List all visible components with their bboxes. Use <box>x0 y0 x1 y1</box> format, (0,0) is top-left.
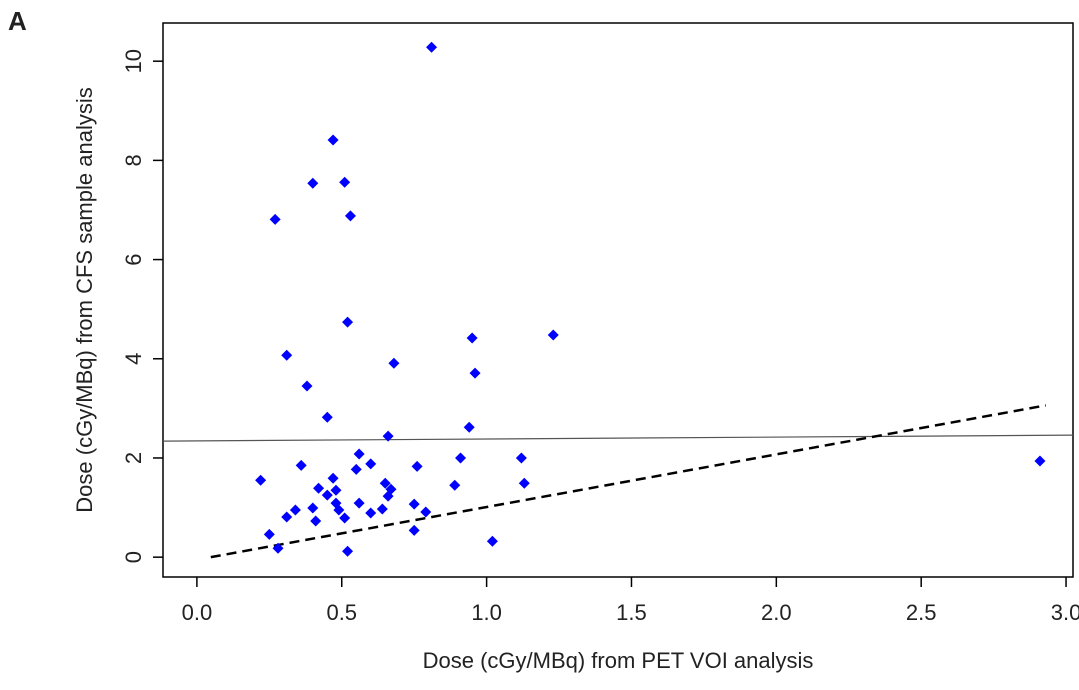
x-tick-label: 0.5 <box>326 600 357 625</box>
point <box>350 463 362 475</box>
point <box>307 502 319 514</box>
point <box>269 213 281 225</box>
point <box>376 503 388 515</box>
x-axis-title: Dose (cGy/MBq) from PET VOI analysis <box>423 648 814 673</box>
x-tick-label: 3.0 <box>1051 600 1079 625</box>
point <box>307 177 319 189</box>
panel-label: A <box>8 6 27 36</box>
point <box>327 472 339 484</box>
x-tick-label: 1.0 <box>471 600 502 625</box>
point <box>365 458 377 470</box>
point <box>333 504 345 516</box>
x-tick-label: 0.0 <box>182 600 213 625</box>
point <box>426 41 438 53</box>
point <box>313 482 325 494</box>
point <box>1034 455 1046 467</box>
reference-line <box>162 434 1074 442</box>
y-tick-label: 8 <box>121 154 146 166</box>
point <box>408 498 420 510</box>
point <box>382 430 394 442</box>
point <box>321 411 333 423</box>
y-tick-label: 10 <box>121 49 146 73</box>
reference-line <box>210 404 1046 559</box>
point <box>411 460 423 472</box>
point <box>295 459 307 471</box>
y-tick-label: 4 <box>121 353 146 365</box>
point <box>463 421 475 433</box>
point <box>486 535 498 547</box>
point <box>518 477 530 489</box>
point <box>455 452 467 464</box>
y-tick-label: 2 <box>121 452 146 464</box>
point <box>342 545 354 557</box>
point <box>321 489 333 501</box>
point <box>289 504 301 516</box>
point <box>344 210 356 222</box>
x-tick-label: 2.5 <box>906 600 937 625</box>
point <box>255 474 267 486</box>
point <box>353 448 365 460</box>
y-tick-label: 6 <box>121 253 146 265</box>
point <box>449 479 461 491</box>
point <box>301 380 313 392</box>
point <box>339 512 351 524</box>
point <box>272 542 284 554</box>
point <box>379 477 391 489</box>
point <box>408 524 420 536</box>
point <box>388 357 400 369</box>
point <box>466 332 478 344</box>
point <box>281 511 293 523</box>
point <box>342 316 354 328</box>
point <box>547 329 559 341</box>
x-tick-label: 1.5 <box>616 600 647 625</box>
point <box>330 484 342 496</box>
point <box>353 497 365 509</box>
y-axis-title: Dose (cGy/MBq) from CFS sample analysis <box>72 87 97 512</box>
point <box>327 134 339 146</box>
point <box>469 367 481 379</box>
point <box>382 490 394 502</box>
point <box>281 349 293 361</box>
point <box>263 528 275 540</box>
point <box>339 176 351 188</box>
plot-frame <box>162 22 1074 578</box>
point <box>515 452 527 464</box>
x-tick-label: 2.0 <box>761 600 792 625</box>
y-tick-label: 0 <box>121 551 146 563</box>
point <box>310 515 322 527</box>
point <box>420 506 432 518</box>
point <box>365 507 377 519</box>
